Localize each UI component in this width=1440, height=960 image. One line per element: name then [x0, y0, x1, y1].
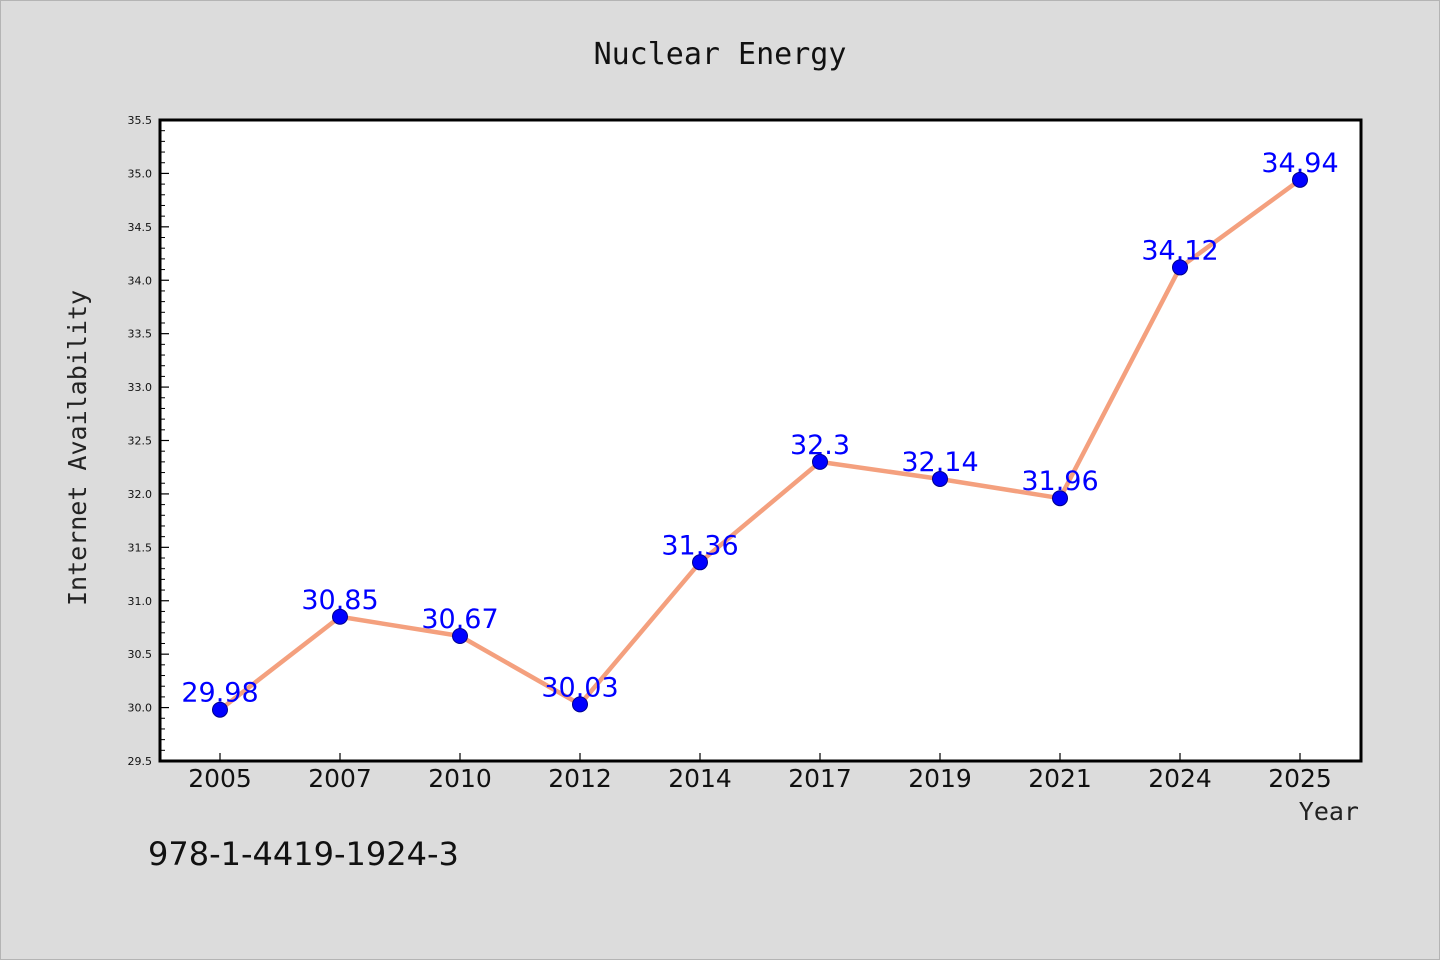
data-point-marker [932, 470, 948, 487]
data-label: 32.14 [901, 447, 978, 478]
data-label: 29.98 [181, 678, 258, 709]
x-tick-label: 2021 [1028, 764, 1092, 793]
x-tick-label: 2025 [1268, 764, 1332, 793]
y-tick-label: 32.0 [128, 488, 153, 501]
data-label: 32.3 [790, 430, 850, 461]
y-tick-label: 33.0 [128, 381, 153, 394]
y-tick-label: 34.0 [128, 274, 153, 287]
data-label: 30.67 [421, 604, 498, 635]
data-label: 34.12 [1141, 235, 1218, 266]
x-axis-label: Year [1299, 797, 1359, 826]
data-point-marker [452, 628, 468, 645]
y-tick-label: 35.5 [128, 114, 153, 127]
data-point-marker [692, 554, 708, 571]
y-tick-label: 33.5 [128, 328, 153, 341]
data-point-marker [1292, 171, 1308, 188]
data-label: 31.96 [1021, 466, 1098, 497]
caption-text: 978-1-4419-1924-3 [148, 835, 459, 873]
y-tick-label: 31.5 [128, 541, 153, 554]
data-point-marker [1172, 259, 1188, 276]
data-label: 34.94 [1261, 148, 1338, 179]
data-label-group: 29.98 30.85 30.67 30.03 31.36 32.3 32.14 31.96 3… [181, 148, 1338, 709]
x-tick-label: 2024 [1148, 764, 1212, 793]
y-tick-label: 32.5 [128, 435, 153, 448]
x-tick-label: 2012 [548, 764, 612, 793]
y-tick-label: 34.5 [128, 221, 153, 234]
x-tick-label: 2014 [668, 764, 732, 793]
plot-area [158, 118, 1363, 763]
y-tick-label: 30.0 [128, 702, 153, 715]
data-point-marker [332, 608, 348, 625]
x-tick-label: 2019 [908, 764, 972, 793]
data-point-marker [812, 453, 828, 470]
y-tick-label: 31.0 [128, 595, 153, 608]
data-point-marker [1052, 490, 1068, 507]
y-tick-label: 35.0 [128, 167, 153, 180]
x-axis: 2005 2007 2010 2012 2014 2017 2019 2021 2024 2025 [188, 753, 1332, 793]
marker-group [212, 171, 1308, 718]
y-axis-label: Internet Availability [63, 290, 92, 606]
data-label: 30.85 [301, 585, 378, 616]
x-tick-label: 2005 [188, 764, 252, 793]
series-line [217, 177, 1303, 712]
x-tick-label: 2017 [788, 764, 852, 793]
series-line-group [217, 177, 1303, 712]
y-tick-label: 29.5 [128, 755, 153, 768]
chart-title: Nuclear Energy [594, 37, 847, 72]
data-point-marker [572, 696, 588, 713]
x-tick-label: 2010 [428, 764, 492, 793]
data-label: 31.36 [661, 530, 738, 561]
data-label: 30.03 [541, 672, 618, 703]
y-axis: 29.5 30.0 30.5 31.0 31.5 32.0 32.5 33.0 33.5 34.0… [128, 114, 169, 768]
data-point-marker [212, 701, 228, 718]
x-tick-label: 2007 [308, 764, 372, 793]
y-tick-label: 30.5 [128, 648, 153, 661]
